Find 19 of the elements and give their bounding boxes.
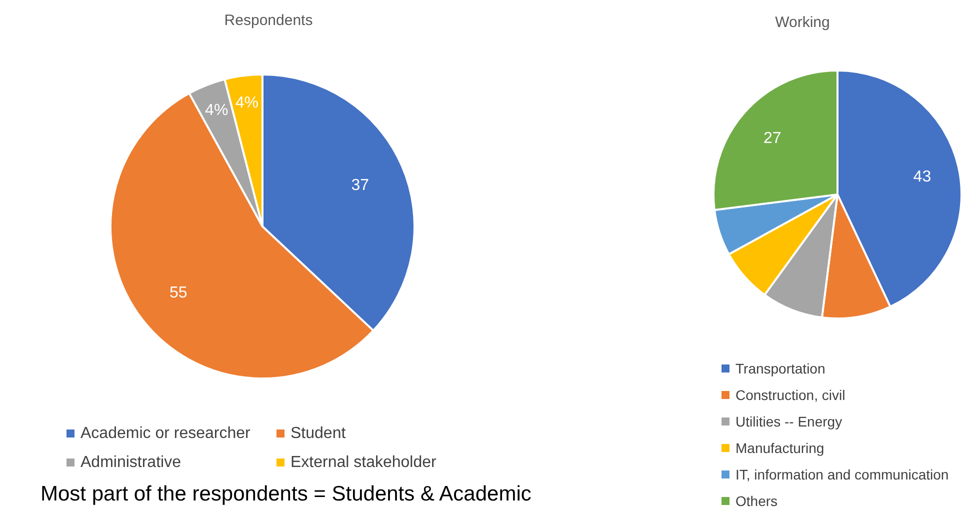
legend-label: External stakeholder [290, 454, 438, 471]
data-label: 4% [205, 102, 228, 120]
data-label: 43 [913, 168, 932, 186]
text: Most part of the respondents = Students & Academic [40, 482, 532, 506]
legend-label: Utilities -- Energy [736, 414, 842, 430]
data-label: 55 [170, 284, 188, 302]
legend-label: Manufacturing [736, 440, 824, 456]
legend-label: Administrative [80, 454, 182, 471]
legend-label: Academic or researcher [80, 425, 252, 442]
legend-label: Others [736, 493, 778, 509]
data-label: 4% [235, 94, 258, 112]
data-label: 27 [763, 130, 782, 148]
legend-label: Student [290, 425, 346, 442]
legend-label: Transportation [736, 360, 826, 376]
legend-label: Construction, civil [736, 387, 846, 403]
chart-title: Respondents [224, 12, 313, 29]
data-label: 37 [351, 177, 370, 194]
legend-label: IT, information and communication [736, 466, 949, 482]
chart-title: Working [775, 14, 830, 31]
